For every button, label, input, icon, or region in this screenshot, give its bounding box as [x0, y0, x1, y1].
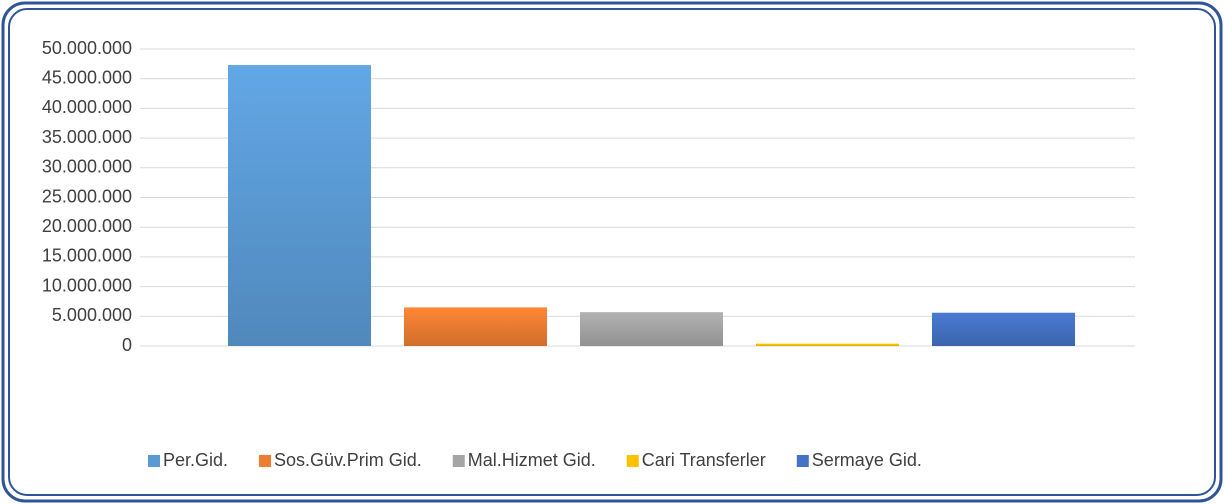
y-tick-label: 50.000.000 [42, 38, 132, 58]
y-tick-label: 0 [122, 335, 132, 355]
legend-swatch [796, 455, 809, 467]
legend-label: Cari Transferler [642, 450, 766, 470]
bar [756, 343, 899, 346]
y-tick-label: 25.000.000 [42, 186, 132, 206]
y-tick-label: 45.000.000 [42, 67, 132, 87]
y-tick-label: 15.000.000 [42, 246, 132, 266]
legend-label: Mal.Hizmet Gid. [468, 450, 596, 470]
y-tick-label: 40.000.000 [42, 97, 132, 117]
legend-label: Sermaye Gid. [812, 450, 922, 470]
bar [404, 307, 547, 346]
legend-swatch [259, 455, 272, 467]
bar [932, 312, 1075, 346]
legend-label: Sos.Güv.Prim Gid. [274, 450, 422, 470]
y-tick-label: 30.000.000 [42, 157, 132, 177]
bar [228, 65, 371, 347]
bar [580, 312, 723, 346]
y-tick-label: 20.000.000 [42, 216, 132, 236]
y-tick-label: 5.000.000 [52, 305, 132, 325]
inner-border [8, 8, 1216, 496]
y-tick-label: 10.000.000 [42, 275, 132, 295]
legend-swatch [452, 455, 465, 467]
legend-swatch [626, 455, 639, 467]
y-tick-label: 35.000.000 [42, 127, 132, 147]
legend-label: Per.Gid. [163, 450, 228, 470]
legend-swatch [148, 455, 160, 467]
